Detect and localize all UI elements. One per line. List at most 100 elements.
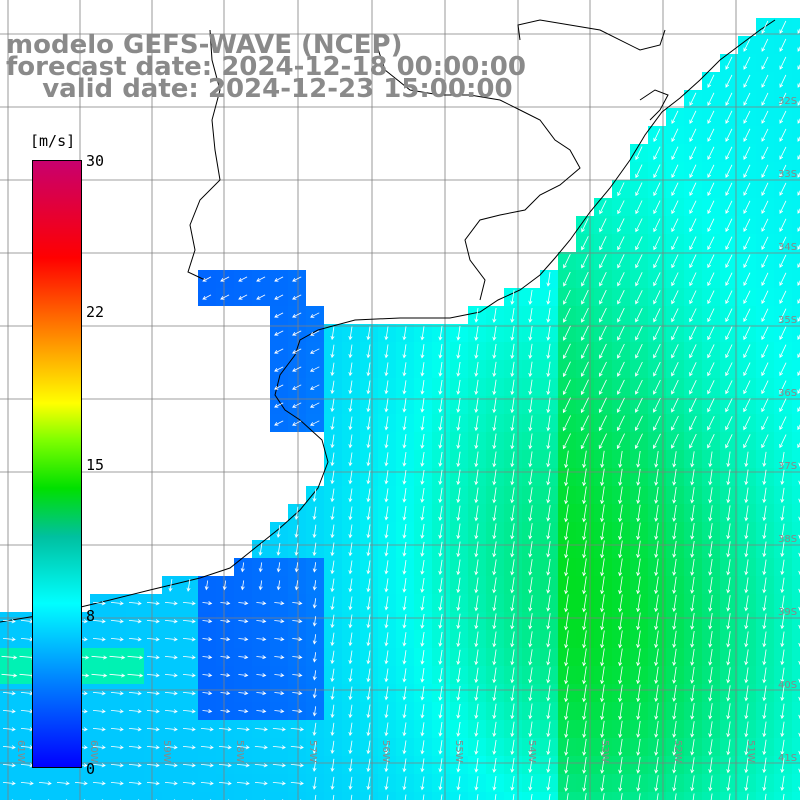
wind-cell — [486, 792, 504, 800]
wind-vector — [474, 433, 479, 450]
wind-vector — [636, 738, 641, 756]
wind-vector — [312, 580, 317, 591]
wind-cell — [0, 792, 18, 800]
wind-vector — [690, 487, 695, 504]
wind-vector — [780, 577, 785, 594]
wind-vector — [492, 577, 497, 594]
wind-vector — [420, 740, 425, 755]
wind-vector — [653, 182, 661, 197]
wind-vector — [438, 595, 443, 612]
wind-vector — [599, 307, 607, 323]
wind-vector — [2, 637, 16, 642]
wind-vector — [743, 92, 751, 106]
wind-vector — [384, 488, 389, 503]
wind-vector — [127, 655, 144, 660]
wind-vector — [598, 379, 607, 395]
wind-vector — [202, 294, 212, 300]
wind-vector — [1, 655, 18, 660]
wind-vector — [330, 470, 335, 485]
wind-vector — [256, 276, 266, 282]
wind-vector — [672, 757, 677, 774]
wind-vector — [780, 703, 785, 720]
wind-vector — [238, 619, 249, 624]
wind-vector — [635, 236, 643, 251]
wind-vector — [492, 451, 497, 468]
wind-vector — [761, 416, 769, 431]
wind-vector — [510, 469, 515, 486]
wind-vector — [366, 542, 371, 557]
wind-vector — [164, 673, 178, 678]
wind-vector — [618, 702, 623, 721]
wind-vector — [636, 720, 641, 738]
wind-vector — [581, 325, 589, 341]
wind-vector — [708, 577, 713, 594]
wind-vector — [510, 703, 515, 720]
wind-vector — [618, 775, 623, 792]
wind-cell — [108, 792, 126, 800]
wind-vector — [636, 648, 641, 667]
wind-vector — [689, 433, 697, 449]
wind-vector — [384, 722, 389, 737]
wind-vector — [638, 793, 641, 800]
wind-vector — [348, 434, 353, 449]
wind-vector — [274, 655, 285, 660]
wind-vector — [581, 289, 589, 305]
wind-vector — [600, 558, 605, 577]
wind-vector — [384, 578, 389, 593]
wind-vector — [220, 276, 230, 282]
wind-vector — [671, 218, 679, 233]
wind-vector — [617, 218, 625, 233]
wind-vector — [330, 362, 335, 377]
wind-vector — [743, 362, 751, 377]
wind-cell — [792, 108, 800, 126]
wind-vector — [563, 325, 571, 341]
wind-vector — [725, 362, 733, 377]
wind-vector — [726, 667, 731, 684]
wind-vector — [438, 415, 443, 431]
wind-vector — [581, 343, 589, 359]
wind-vector — [348, 596, 353, 611]
wind-vector — [510, 397, 515, 414]
wind-vector — [653, 218, 661, 233]
wind-cell — [198, 792, 216, 800]
wind-vector — [780, 541, 785, 558]
wind-vector — [456, 631, 461, 648]
wind-vector — [474, 451, 479, 468]
wind-vector — [635, 254, 643, 269]
wind-vector — [690, 648, 695, 666]
wind-vector — [182, 637, 196, 642]
wind-vector — [546, 775, 551, 791]
wind-vector — [726, 631, 731, 648]
wind-vector — [92, 745, 106, 750]
wind-vector — [256, 637, 267, 642]
wind-vector — [438, 758, 443, 773]
wind-vector — [348, 758, 353, 773]
wind-vector — [636, 757, 641, 774]
wind-cell — [540, 792, 558, 800]
wind-vector — [292, 402, 302, 408]
latitude-label: 35S — [778, 315, 797, 326]
wind-vector — [546, 451, 551, 468]
wind-vector — [564, 558, 569, 577]
wind-vector — [218, 727, 232, 732]
wind-vector — [707, 92, 715, 106]
wind-vector — [474, 721, 479, 737]
wind-vector — [236, 781, 250, 786]
wind-vector — [653, 344, 661, 359]
wind-vector — [220, 709, 231, 714]
colorbar-tick-22: 22 — [86, 303, 105, 321]
wind-vector — [582, 720, 587, 739]
wind-vector — [256, 294, 266, 300]
wind-vector — [743, 398, 751, 413]
wind-vector — [92, 781, 106, 786]
wind-vector — [438, 667, 443, 683]
wind-vector — [564, 468, 569, 487]
wind-vector — [274, 673, 285, 678]
wind-vector — [618, 612, 623, 631]
lagoon-shore — [639, 89, 669, 121]
wind-vector — [146, 745, 160, 750]
wind-vector — [762, 613, 767, 630]
wind-vector — [689, 92, 697, 106]
wind-vector — [635, 200, 643, 215]
wind-vector — [402, 542, 407, 557]
